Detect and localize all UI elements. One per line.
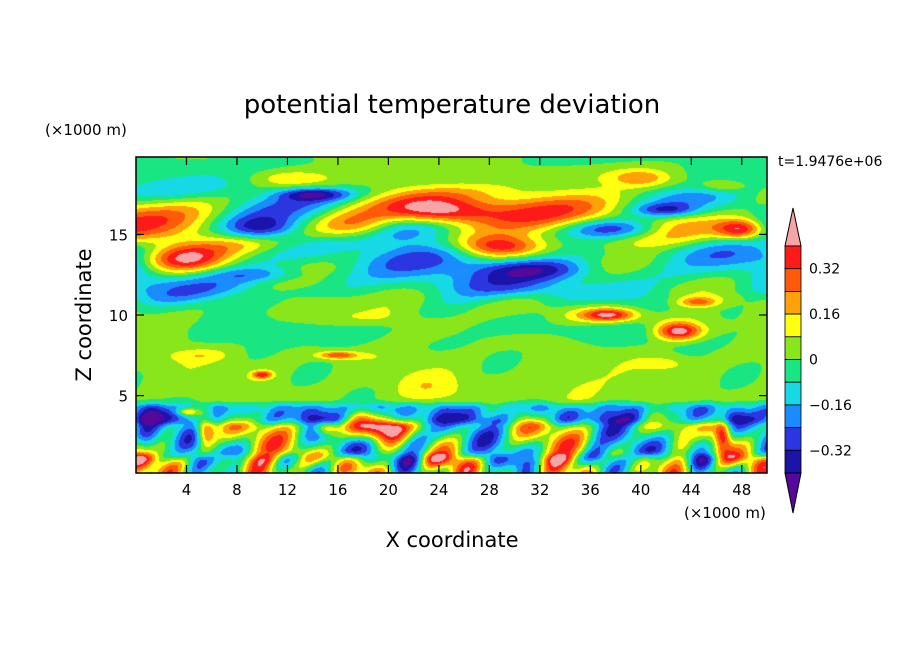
colorbar-tick-label: 0.16	[809, 307, 840, 323]
y-tick-label: 15	[109, 226, 128, 244]
colorbar-segment	[784, 313, 802, 338]
y-tick-label: 5	[118, 388, 128, 406]
colorbar-segment	[784, 381, 802, 406]
x-tick-label: 4	[182, 481, 192, 499]
colorbar-segment	[784, 359, 802, 383]
x-tick-label: 12	[278, 481, 297, 499]
x-tick-label: 32	[530, 481, 549, 499]
colorbar-tick-label: −0.16	[809, 398, 852, 414]
chart-title: potential temperature deviation	[244, 90, 660, 120]
y-axis: 5 10 15	[109, 226, 767, 406]
time-label: t=1.9476e+06	[778, 154, 882, 170]
x-tick-label: 48	[732, 481, 751, 499]
y-unit-label: (×1000 m)	[45, 121, 127, 139]
x-tick-label: 20	[379, 481, 398, 499]
x-unit-label: (×1000 m)	[684, 504, 766, 522]
x-axis: 4 8 12 16 20 24 28 32 36 40 44 48	[182, 157, 751, 499]
colorbar-segment	[784, 427, 802, 451]
x-axis-title: X coordinate	[385, 528, 518, 552]
x-tick-label: 8	[232, 481, 242, 499]
plot-area	[135, 156, 768, 474]
colorbar-tick-label: 0.32	[809, 262, 840, 278]
x-tick-label: 40	[631, 481, 650, 499]
y-axis-title: Z coordinate	[72, 248, 96, 381]
heatmap-field	[136, 157, 767, 473]
colorbar-segment	[784, 268, 802, 292]
colorbar-bottom-arrow	[784, 472, 802, 514]
x-tick-label: 28	[480, 481, 499, 499]
colorbar-segment	[784, 404, 802, 428]
colorbar: 0.32 0.16 0 −0.16 −0.32	[784, 207, 852, 514]
x-tick-label: 36	[581, 481, 600, 499]
colorbar-tick-label: −0.32	[809, 443, 852, 459]
colorbar-segment	[784, 336, 802, 360]
y-tick-label: 10	[109, 307, 128, 325]
x-tick-label: 24	[429, 481, 448, 499]
colorbar-segment	[784, 290, 802, 315]
colorbar-top-arrow	[784, 207, 802, 247]
colorbar-tick-label: 0	[809, 353, 818, 369]
colorbar-segment	[784, 449, 802, 474]
x-tick-label: 44	[682, 481, 701, 499]
colorbar-segment	[784, 245, 802, 270]
x-tick-label: 16	[328, 481, 347, 499]
